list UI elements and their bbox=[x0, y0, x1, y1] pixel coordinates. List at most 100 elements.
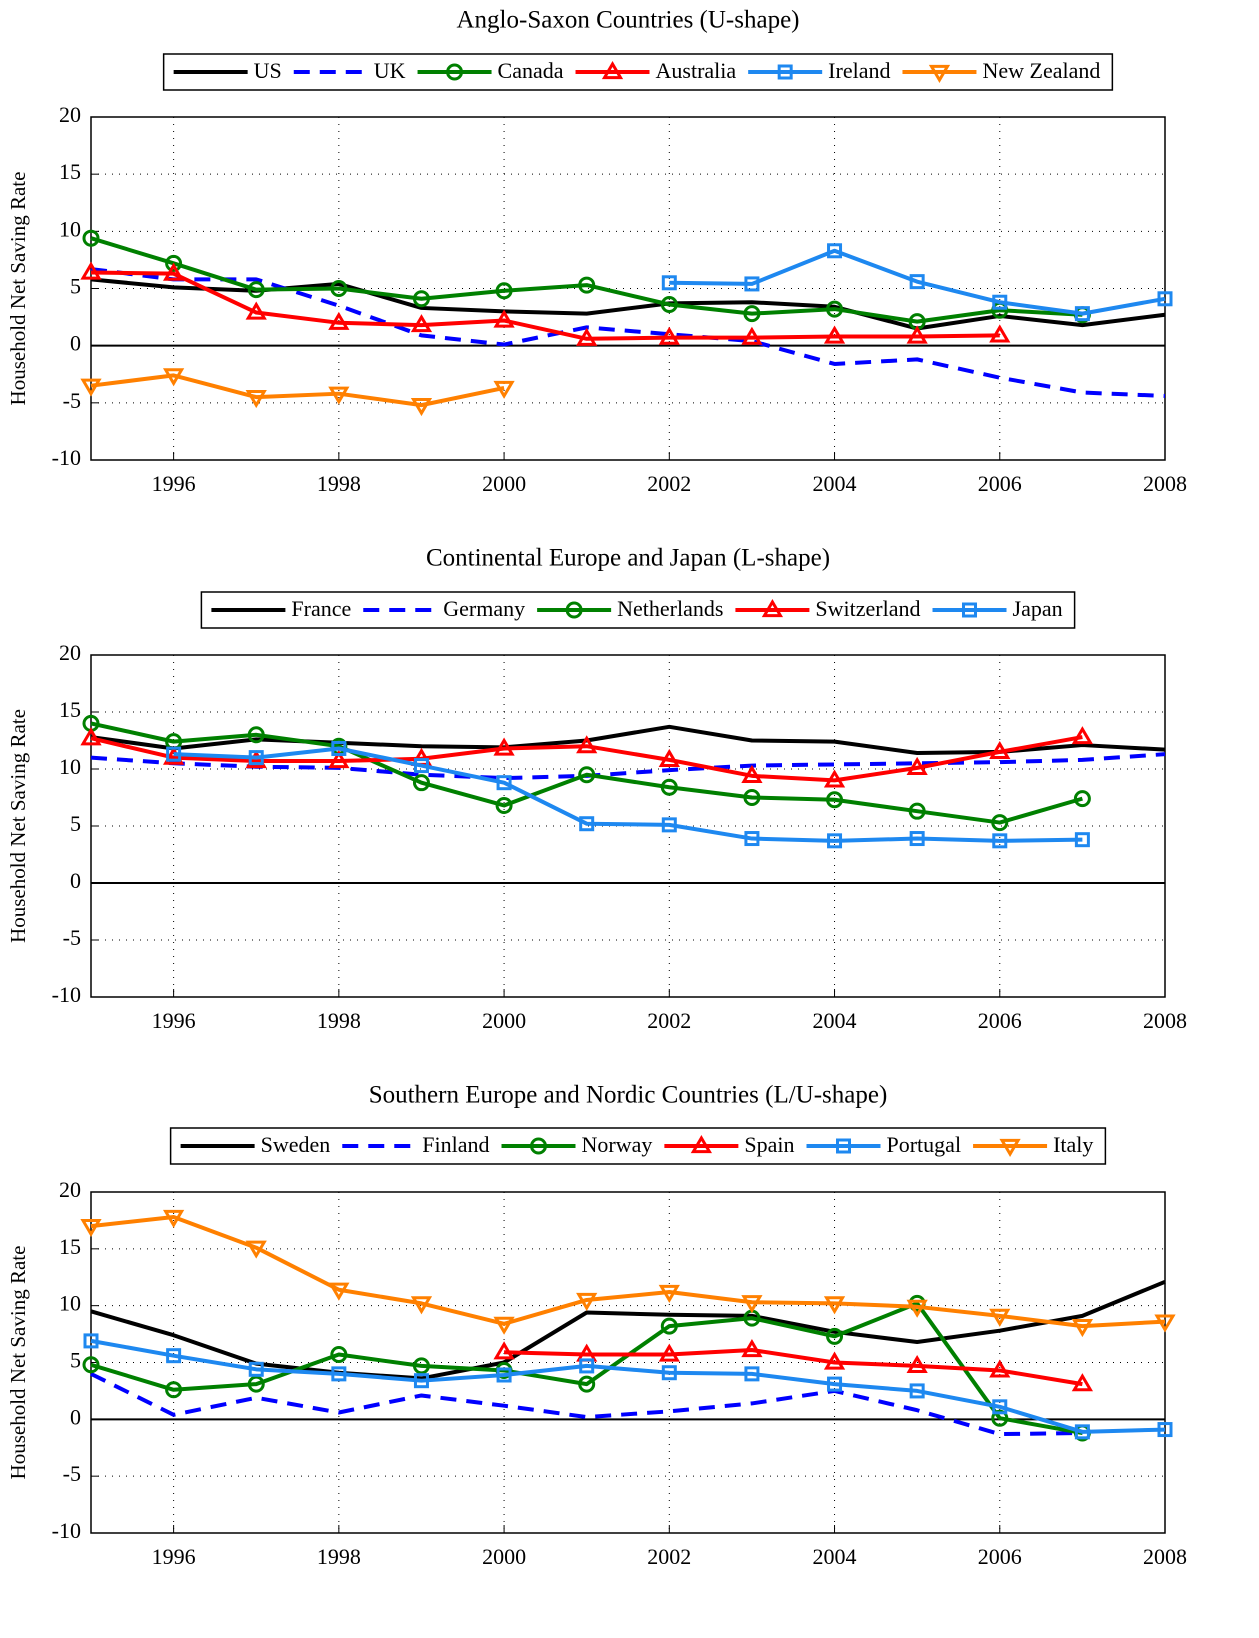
marker bbox=[827, 833, 843, 849]
y-axis-label: Household Net Saving Rate bbox=[6, 172, 30, 406]
legend-label: Spain bbox=[744, 1132, 794, 1157]
legend-label: Netherlands bbox=[617, 596, 723, 621]
marker bbox=[741, 326, 763, 345]
y-tick-label: 5 bbox=[70, 811, 81, 836]
marker bbox=[906, 1354, 928, 1374]
marker bbox=[82, 229, 100, 247]
marker bbox=[576, 735, 598, 754]
legend-label: Portugal bbox=[887, 1132, 962, 1157]
subplot: Southern Europe and Nordic Countries (L/… bbox=[6, 1082, 1187, 1569]
legend-label: Switzerland bbox=[815, 596, 920, 621]
marker bbox=[989, 1308, 1011, 1327]
marker bbox=[166, 746, 182, 762]
marker bbox=[906, 1299, 928, 1318]
marker bbox=[909, 831, 925, 847]
marker bbox=[826, 1327, 844, 1345]
marker bbox=[410, 398, 433, 417]
marker bbox=[166, 1348, 182, 1364]
series-line bbox=[90, 724, 1166, 756]
y-tick-label: 15 bbox=[59, 1234, 81, 1259]
marker bbox=[989, 324, 1011, 343]
marker bbox=[80, 378, 102, 397]
subplot: Anglo-Saxon Countries (U-shape) Household… bbox=[6, 7, 1187, 496]
marker bbox=[579, 816, 595, 832]
marker bbox=[493, 309, 515, 328]
marker bbox=[661, 1365, 677, 1381]
plot-frame bbox=[90, 1191, 1166, 1534]
marker bbox=[245, 1240, 267, 1259]
marker bbox=[495, 282, 513, 300]
marker bbox=[493, 1316, 515, 1335]
marker bbox=[1157, 291, 1173, 307]
marker bbox=[331, 1366, 347, 1382]
marker bbox=[992, 1399, 1008, 1415]
marker bbox=[331, 740, 347, 756]
x-tick-label: 2004 bbox=[813, 471, 857, 496]
legend-label: Germany bbox=[443, 596, 525, 621]
legend-label: Japan bbox=[1013, 596, 1063, 621]
x-tick-label: 1998 bbox=[317, 1544, 361, 1569]
marker bbox=[690, 1135, 712, 1154]
x-tick-label: 2008 bbox=[1143, 1008, 1187, 1033]
series-line bbox=[90, 1338, 1166, 1434]
legend-label: Norway bbox=[582, 1132, 653, 1157]
marker bbox=[413, 758, 429, 774]
marker bbox=[658, 1284, 680, 1303]
marker bbox=[248, 1361, 264, 1377]
marker bbox=[823, 325, 846, 344]
legend-label: Finland bbox=[422, 1132, 489, 1157]
marker bbox=[245, 750, 267, 769]
marker bbox=[827, 243, 843, 259]
x-tick-label: 2008 bbox=[1143, 471, 1187, 496]
chart-title: Anglo-Saxon Countries (U-shape) bbox=[457, 7, 800, 34]
x-tick-label: 1996 bbox=[152, 1544, 196, 1569]
marker bbox=[247, 726, 265, 744]
marker bbox=[578, 766, 596, 784]
marker bbox=[328, 1282, 350, 1301]
marker bbox=[660, 296, 678, 314]
y-tick-label: 10 bbox=[59, 754, 81, 779]
marker bbox=[565, 601, 583, 619]
marker bbox=[162, 368, 185, 387]
marker bbox=[493, 737, 515, 756]
legend-label: France bbox=[291, 596, 351, 621]
marker bbox=[777, 64, 793, 80]
y-tick-label: -5 bbox=[63, 388, 81, 413]
x-tick-label: 1996 bbox=[152, 1008, 196, 1033]
marker bbox=[992, 833, 1008, 849]
x-tick-label: 2006 bbox=[978, 1544, 1022, 1569]
y-tick-label: 20 bbox=[59, 640, 81, 665]
marker bbox=[576, 327, 598, 346]
marker bbox=[162, 1209, 185, 1228]
legend: Sweden Finland Norway Spain Portugal Italy bbox=[169, 1127, 1107, 1165]
marker bbox=[496, 775, 512, 791]
plot-frame bbox=[90, 654, 1166, 998]
series-line bbox=[173, 746, 1083, 843]
x-tick-label: 2002 bbox=[647, 1544, 691, 1569]
x-tick-label: 2000 bbox=[482, 1008, 526, 1033]
y-axis-label: Household Net Saving Rate bbox=[6, 709, 30, 943]
marker bbox=[496, 1367, 512, 1383]
series-line bbox=[90, 1279, 1166, 1381]
plot-frame bbox=[90, 116, 1166, 461]
subplot: Continental Europe and Japan (L-shape) Ho… bbox=[6, 545, 1187, 1033]
marker bbox=[248, 750, 264, 766]
x-tick-label: 2008 bbox=[1143, 1544, 1187, 1569]
marker bbox=[328, 386, 350, 405]
marker bbox=[992, 294, 1008, 310]
marker bbox=[991, 814, 1009, 832]
marker bbox=[1074, 832, 1090, 848]
legend: France Germany Netherlands Switzerland Japan bbox=[200, 591, 1076, 629]
legend-label: Australia bbox=[656, 58, 737, 83]
marker bbox=[836, 1138, 851, 1154]
marker bbox=[247, 1375, 265, 1393]
marker bbox=[412, 1357, 430, 1375]
marker bbox=[493, 1341, 515, 1360]
marker bbox=[744, 1366, 760, 1382]
chart-title: Southern Europe and Nordic Countries (L/… bbox=[369, 1082, 888, 1109]
y-tick-label: -10 bbox=[52, 1518, 81, 1543]
marker bbox=[761, 599, 784, 618]
series-line bbox=[90, 236, 1083, 324]
legend-label: Canada bbox=[498, 58, 564, 83]
x-tick-label: 2002 bbox=[647, 471, 691, 496]
